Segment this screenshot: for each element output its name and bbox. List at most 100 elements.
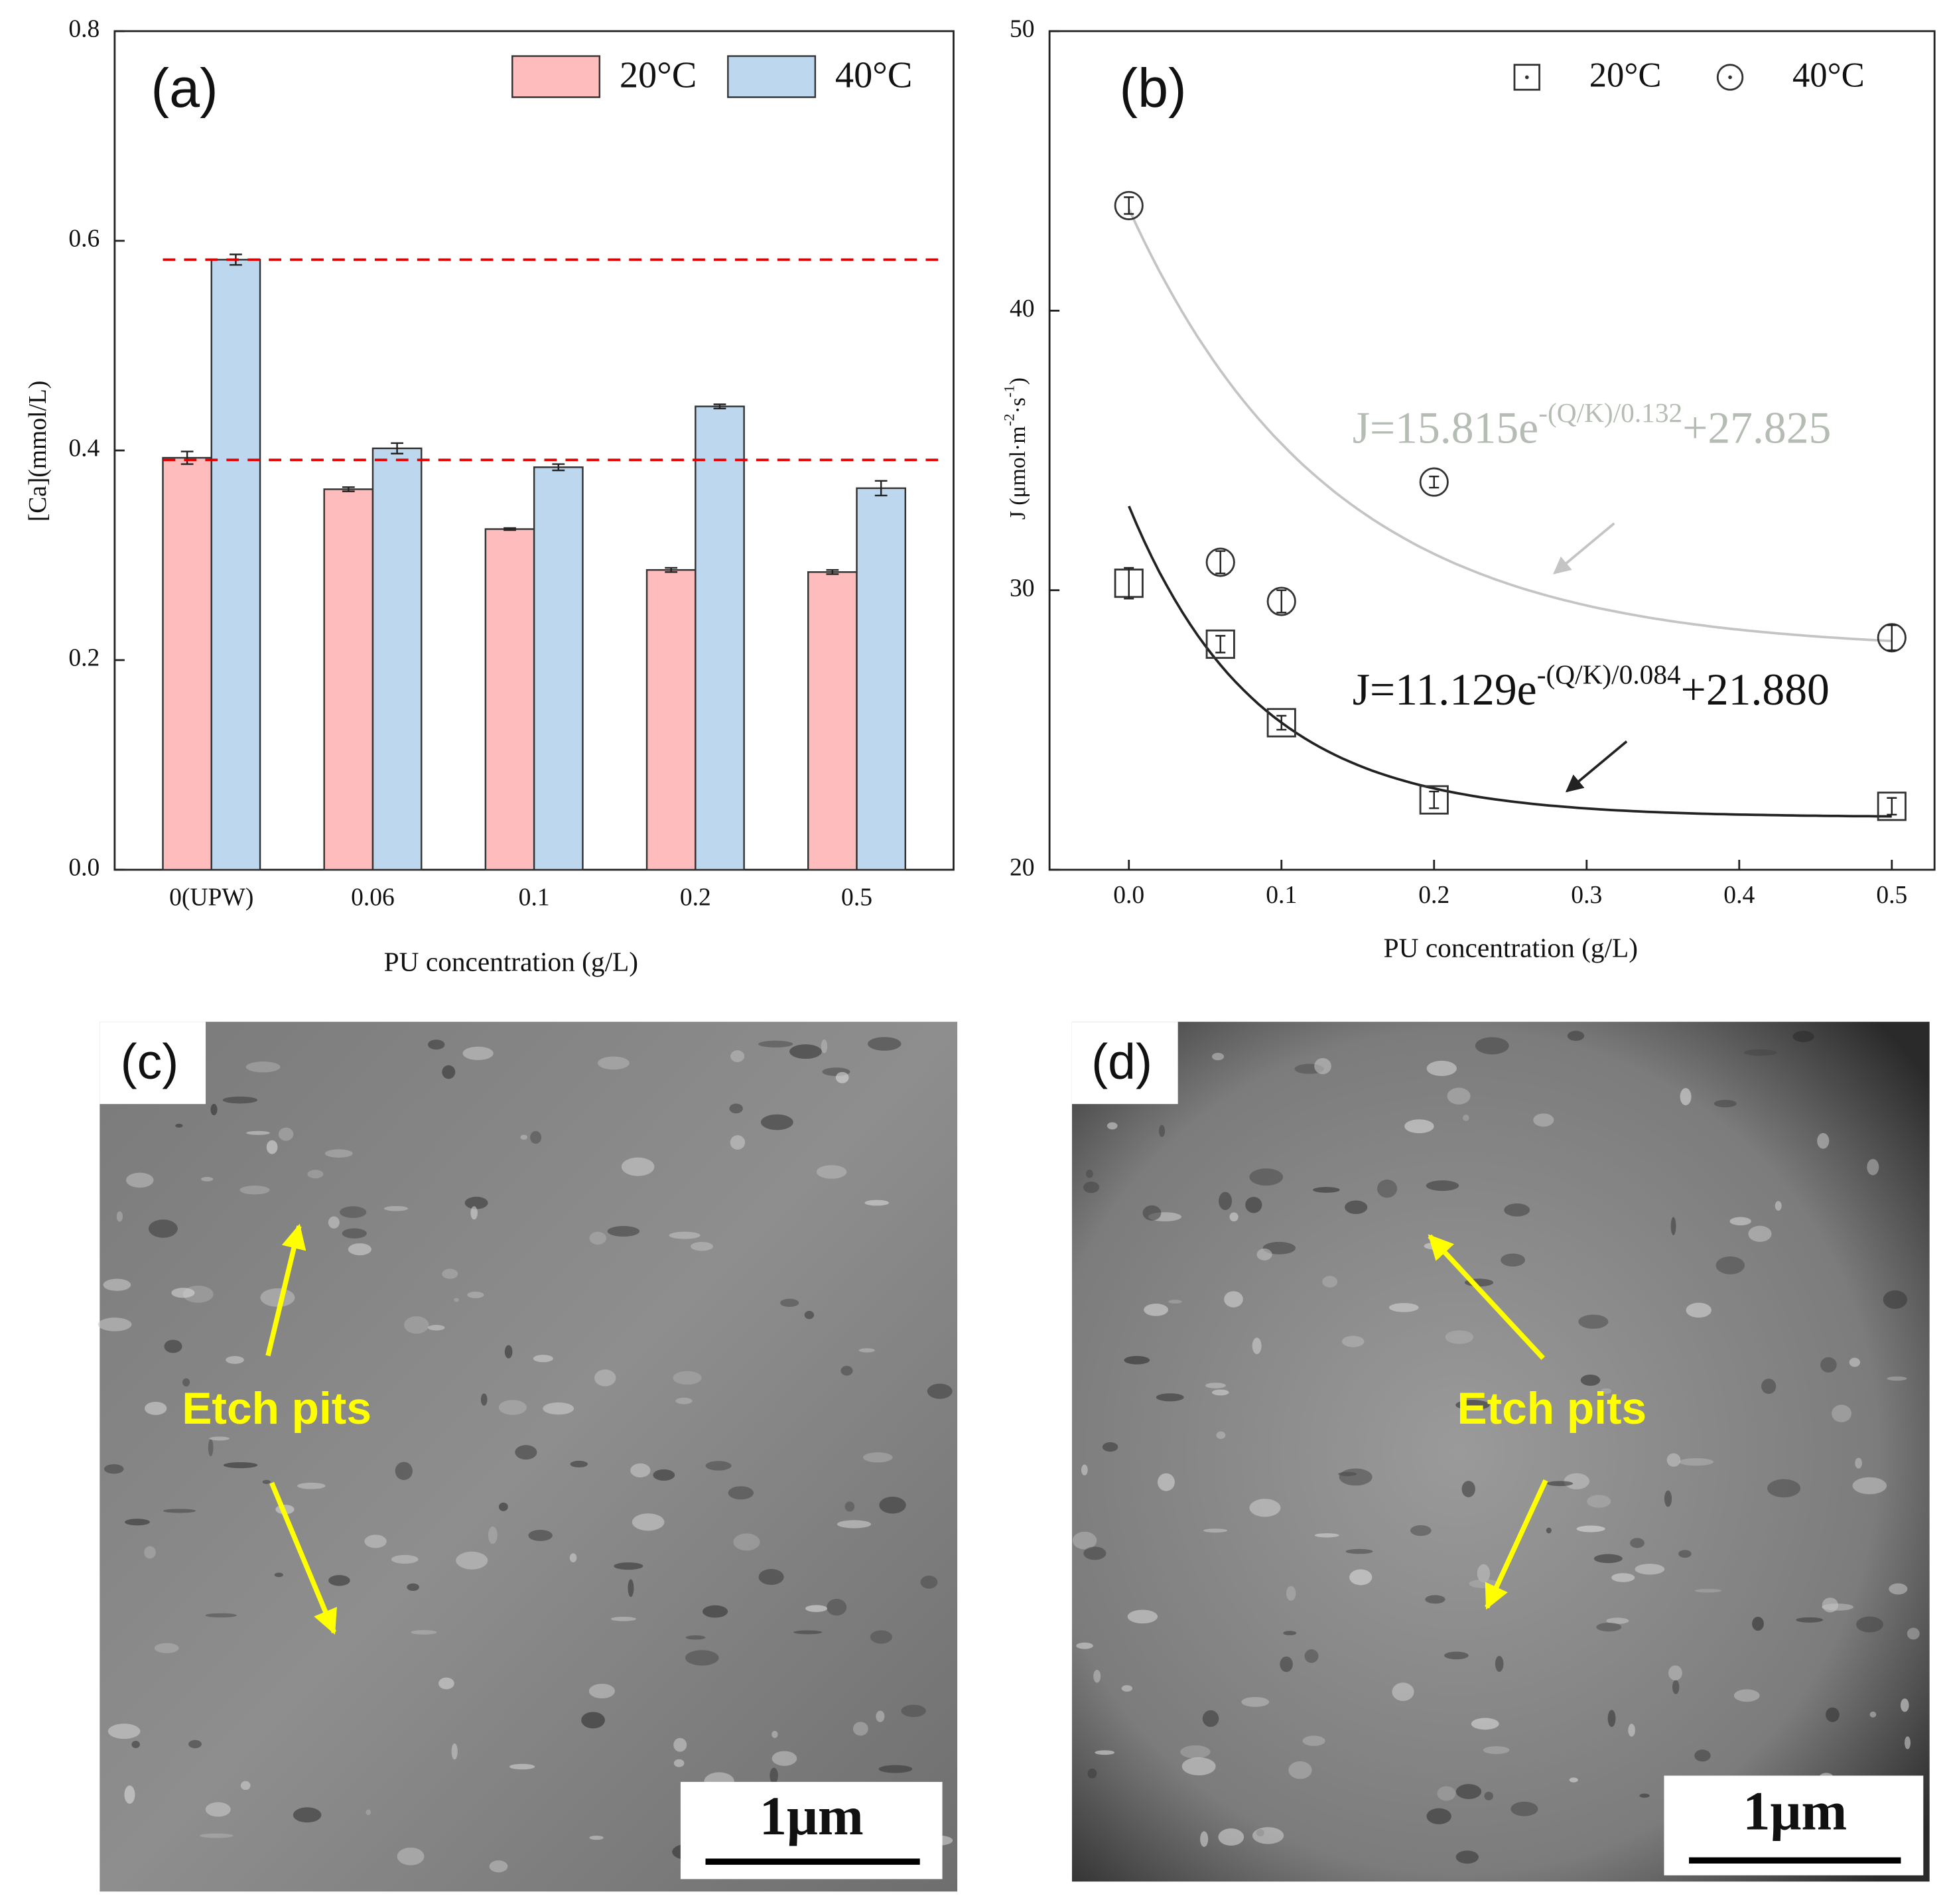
texture: [1083, 1182, 1100, 1193]
texture: [1733, 1689, 1760, 1702]
texture: [1678, 1458, 1714, 1466]
image-background: [1071, 1022, 1930, 1882]
texture: [411, 1630, 437, 1635]
texture: [103, 1464, 124, 1474]
texture: [1081, 1464, 1088, 1475]
y-tick-label: 50: [1010, 16, 1035, 43]
texture: [307, 1170, 324, 1179]
texture: [1832, 1404, 1851, 1422]
texture: [1580, 1374, 1601, 1386]
texture: [1461, 1481, 1475, 1497]
texture: [868, 1037, 902, 1051]
texture: [1607, 1710, 1616, 1728]
texture: [1596, 1622, 1622, 1632]
texture: [509, 1763, 535, 1770]
texture: [1578, 1314, 1609, 1329]
legend-marker: [1716, 64, 1744, 91]
texture: [1628, 1724, 1635, 1737]
x-tick-label: 0.5: [841, 884, 872, 912]
texture: [339, 1206, 367, 1218]
legend-label: 20°C: [620, 54, 697, 96]
texture: [245, 1061, 281, 1073]
texture: [1455, 1400, 1490, 1410]
image-annotation: Etch pits: [182, 1384, 371, 1434]
texture: [1205, 1383, 1226, 1389]
texture: [1477, 1564, 1491, 1583]
texture: [182, 1378, 190, 1387]
fit-equation: J=15.815e-(Q/K)/0.132+27.825: [1353, 397, 1832, 452]
bar: [323, 488, 374, 871]
texture: [1219, 1191, 1233, 1211]
texture: [876, 1710, 885, 1722]
texture: [1095, 1750, 1115, 1755]
text-part: J=15.815e: [1353, 403, 1539, 452]
bar: [210, 259, 261, 871]
superscript: -1: [1001, 385, 1018, 397]
texture: [1302, 1735, 1325, 1746]
texture: [1694, 1749, 1711, 1762]
y-axis-title: J (μmol·m-2·s-1): [1001, 377, 1030, 519]
panel-label: (a): [151, 57, 218, 119]
annotation-arrow: [269, 1481, 337, 1635]
texture: [673, 1737, 687, 1752]
texture: [126, 1172, 154, 1188]
texture: [342, 1228, 367, 1239]
texture: [154, 1643, 179, 1653]
legend-swatch: [727, 55, 817, 98]
texture: [1280, 1656, 1293, 1672]
texture: [1410, 1525, 1432, 1536]
x-tick-label: 0.1: [519, 884, 550, 912]
texture: [1668, 1665, 1682, 1681]
texture: [703, 1605, 728, 1618]
label-box: [100, 1022, 206, 1105]
texture: [480, 1393, 488, 1406]
texture: [1849, 1357, 1861, 1367]
texture: [171, 1288, 195, 1298]
marker: [1266, 708, 1296, 738]
texture: [164, 1339, 182, 1353]
texture: [1142, 1205, 1162, 1221]
texture: [837, 1520, 872, 1529]
error-bar: [1124, 567, 1134, 600]
error-bar: [1887, 624, 1897, 651]
texture: [780, 1298, 799, 1308]
texture: [1826, 1707, 1840, 1722]
text-part: ·s: [1006, 397, 1030, 413]
texture: [520, 1134, 527, 1140]
texture: [1211, 1053, 1225, 1061]
texture: [1426, 1180, 1459, 1191]
error-bar: [504, 527, 516, 531]
texture: [1630, 1538, 1645, 1548]
texture: [1889, 1583, 1908, 1595]
texture: [705, 1461, 732, 1471]
legend-marker-dot: [1728, 75, 1732, 80]
plot-frame: [1048, 30, 1936, 871]
texture: [1606, 1617, 1629, 1624]
texture: [1249, 1499, 1281, 1517]
error-bar: [1215, 635, 1226, 653]
texture: [1587, 1495, 1611, 1508]
texture: [1341, 1335, 1365, 1347]
texture: [456, 1551, 488, 1570]
texture: [1855, 1458, 1862, 1469]
error-bar: [342, 486, 355, 492]
texture: [1086, 1169, 1093, 1178]
y-tick-label: 20: [1010, 854, 1035, 882]
texture: [789, 1044, 822, 1059]
texture: [262, 1479, 271, 1484]
texture: [1484, 1791, 1493, 1801]
bar: [695, 405, 745, 871]
texture: [148, 1219, 178, 1238]
texture: [1792, 1030, 1814, 1042]
scale-bar-label: 1μm: [760, 1785, 864, 1846]
fit-curve: [1128, 208, 1892, 643]
texture: [1471, 1718, 1499, 1730]
marker: [1877, 791, 1907, 821]
texture: [442, 1268, 458, 1279]
texture: [594, 1369, 616, 1387]
texture: [835, 1071, 849, 1083]
texture: [504, 1345, 513, 1359]
error-bar: [1429, 790, 1440, 809]
texture: [1664, 1490, 1672, 1507]
texture: [1447, 1087, 1471, 1105]
